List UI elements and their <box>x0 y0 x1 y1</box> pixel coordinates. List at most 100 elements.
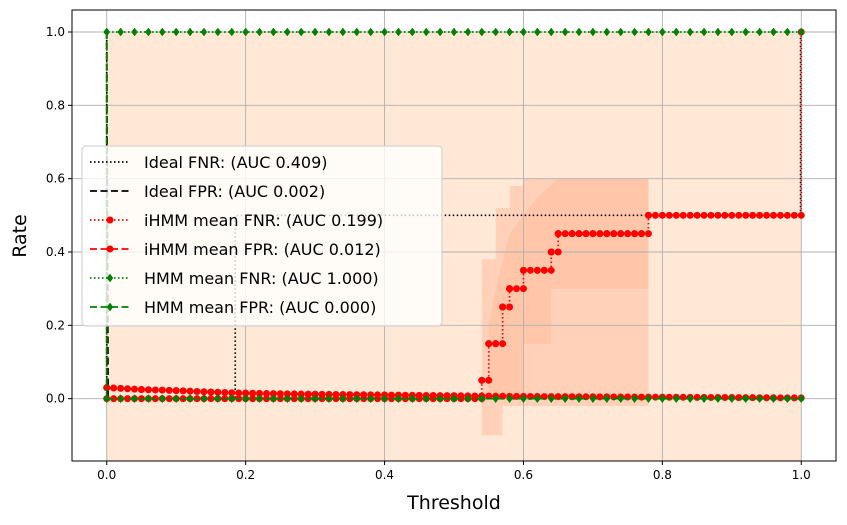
legend-label-3: iHMM mean FPR: (AUC 0.012) <box>144 240 381 259</box>
x-tick-label-4: 0.8 <box>653 468 672 482</box>
series-4-point-1 <box>117 27 124 37</box>
series-5-point-36 <box>603 394 611 404</box>
legend: Ideal FNR: (AUC 0.409) Ideal FPR: (AUC 0.… <box>81 145 443 327</box>
series-5-point-16 <box>325 394 333 404</box>
series-2-point-118 <box>769 211 777 219</box>
series-3 <box>103 32 805 402</box>
series-3-point-86 <box>638 393 646 401</box>
legend-label-5: HMM mean FPR: (AUC 0.000) <box>144 298 376 317</box>
series-2-point-76 <box>561 230 569 238</box>
legend-entry-0: Ideal FNR: (AUC 0.409) <box>90 153 328 172</box>
series-4-point-44 <box>714 27 722 37</box>
series-4-point-32 <box>547 27 555 37</box>
series-4-point-24 <box>436 27 444 37</box>
axis-ticks: 0.0 0.2 0.4 0.6 0.8 1.0 0.0 0.2 0.4 0.6 0.8 1.0 <box>46 25 811 482</box>
legend-marker-4 <box>106 273 114 283</box>
legend-entry-5: HMM mean FPR: (AUC 0.000) <box>90 298 376 317</box>
series-4-point-8 <box>214 27 222 37</box>
series-4-point-49 <box>784 27 791 37</box>
series-4-point-9 <box>228 27 236 37</box>
series-4-point-7 <box>200 27 208 37</box>
series-5-point-30 <box>520 394 527 404</box>
series-3-point-8 <box>151 386 159 394</box>
series-2-point-113 <box>735 211 743 219</box>
series-5-point-17 <box>339 394 347 404</box>
y-tick-label-2: 0.4 <box>46 245 65 259</box>
series-3-point-3 <box>124 385 132 393</box>
y-tick-label-5: 1.0 <box>46 25 65 39</box>
series-2-point-82 <box>582 230 590 238</box>
series-3-point-55 <box>443 392 451 400</box>
series-3-point-60 <box>471 392 479 400</box>
series-5-point-45 <box>728 394 736 404</box>
series-4-point-34 <box>575 27 583 37</box>
series-2-point-108 <box>700 211 708 219</box>
series-3-point-102 <box>735 394 743 402</box>
series-3-point-15 <box>193 387 201 395</box>
series-2-point-129 <box>554 230 562 238</box>
series-2-point-126 <box>506 285 514 293</box>
x-tick-label-5: 1.0 <box>792 468 811 482</box>
series-2-point-78 <box>568 230 576 238</box>
series-3-point-93 <box>679 393 687 401</box>
series-2-point-71 <box>540 266 548 274</box>
series-5-point-37 <box>617 394 625 404</box>
series-3-point-27 <box>262 389 270 397</box>
series-5-point-19 <box>367 394 374 404</box>
series-5-point-5 <box>172 394 180 404</box>
series-3-point-36 <box>318 390 326 398</box>
series-3-point-106 <box>763 394 771 402</box>
series-5-point-7 <box>200 394 208 404</box>
series-5-point-18 <box>353 394 361 404</box>
y-tick-label-4: 0.8 <box>46 98 65 112</box>
series-2-point-102 <box>658 211 666 219</box>
series-2-point-65 <box>519 285 527 293</box>
legend-marker-3 <box>106 245 114 253</box>
series-5-point-31 <box>534 394 541 404</box>
series-5-point-46 <box>742 394 750 404</box>
series-5-point-23 <box>422 394 430 404</box>
series-5-point-38 <box>631 394 638 404</box>
series-4-point-25 <box>450 27 458 37</box>
series-5-point-4 <box>158 394 166 404</box>
series-4-point-4 <box>158 27 166 37</box>
x-axis-label: Threshold <box>406 492 501 514</box>
series-2-point-62 <box>506 303 514 311</box>
series-2-point-67 <box>526 266 534 274</box>
series-2-point-60 <box>499 340 507 348</box>
y-axis-label: Rate <box>9 214 31 258</box>
series-3-point-33 <box>304 390 312 398</box>
series-5-point-41 <box>672 394 680 404</box>
series-3-point-44 <box>374 391 382 399</box>
series-4-point-23 <box>422 27 430 37</box>
series-5-point-8 <box>214 394 222 404</box>
series-4-point-37 <box>617 27 625 37</box>
series-3-point-2 <box>117 384 125 392</box>
series-5-point-40 <box>659 394 666 404</box>
series-2-point-111 <box>721 211 729 219</box>
x-tick-label-1: 0.2 <box>236 468 255 482</box>
series-3-point-14 <box>186 387 194 395</box>
series-5 <box>103 32 805 404</box>
series-4-point-31 <box>534 27 541 37</box>
series-5-point-42 <box>686 394 694 404</box>
series-3-point-104 <box>749 394 757 402</box>
series-3-point-25 <box>249 389 257 397</box>
series-4-point-18 <box>353 27 361 37</box>
series-2-point-72 <box>547 266 555 274</box>
series-2-point-104 <box>672 211 680 219</box>
series-4-point-10 <box>242 27 249 37</box>
series-4-point-2 <box>131 27 138 37</box>
series-4-point-5 <box>172 27 180 37</box>
series-4-point-39 <box>645 27 652 37</box>
y-tick-label-1: 0.2 <box>46 318 65 332</box>
series-3-point-31 <box>290 390 298 398</box>
legend-entry-4: HMM mean FNR: (AUC 1.000) <box>90 269 379 288</box>
series-2-point-123 <box>478 376 486 384</box>
series-5-point-26 <box>464 394 472 404</box>
series-5-point-20 <box>381 394 388 404</box>
series-3-point-40 <box>346 391 354 399</box>
x-tick-label-3: 0.6 <box>514 468 533 482</box>
series-5-point-9 <box>228 394 236 404</box>
series-5-point-29 <box>506 394 513 404</box>
